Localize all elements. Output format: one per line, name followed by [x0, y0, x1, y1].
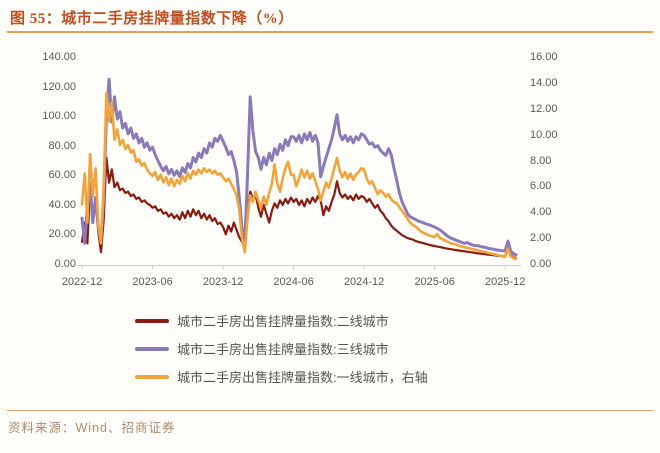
figure-title: 图 55：城市二手房挂牌量指数下降（%） [10, 11, 294, 27]
legend-item: 城市二手房出售挂牌量指数:二线城市 [135, 311, 428, 330]
x-axis-tick-label: 2023-12 [202, 276, 244, 288]
title-divider-rule [7, 31, 653, 33]
legend-item: 城市二手房出售挂牌量指数:一线城市，右轴 [135, 367, 428, 386]
x-axis-tick-label: 2024-12 [343, 276, 385, 288]
legend-label: 城市二手房出售挂牌量指数:一线城市，右轴 [177, 370, 428, 385]
legend-swatch [135, 346, 169, 351]
right-axis-tick-label: 12.00 [530, 102, 558, 115]
x-axis-tick-label: 2022-12 [61, 276, 103, 288]
legend-label: 城市二手房出售挂牌量指数:二线城市 [177, 314, 389, 329]
series-line [80, 91, 518, 261]
left-axis-tick-label: 60.00 [48, 169, 76, 182]
chart-legend: 城市二手房出售挂牌量指数:二线城市 城市二手房出售挂牌量指数:三线城市城市二手房出… [135, 311, 428, 386]
legend-item: 城市二手房出售挂牌量指数:三线城市 [135, 339, 428, 358]
right-axis-tick-label: 2.00 [530, 232, 552, 245]
right-axis-tick-label: 0.00 [530, 258, 552, 270]
right-axis-tick-label: 16.00 [530, 51, 558, 63]
series-line [80, 156, 518, 260]
series-line [80, 77, 518, 257]
right-axis-tick-label: 14.00 [530, 76, 558, 89]
right-axis-tick-label: 6.00 [530, 180, 552, 193]
right-axis-tick-label: 10.00 [530, 128, 558, 141]
legend-label: 城市二手房出售挂牌量指数:三线城市 [177, 342, 389, 357]
x-axis-line [78, 265, 521, 269]
legend-swatch [135, 318, 169, 323]
left-axis-tick-label: 80.00 [48, 139, 76, 152]
left-axis-tick-label: 140.00 [42, 51, 76, 63]
source-divider-rule [7, 410, 653, 411]
left-axis-tick-label: 120.00 [42, 80, 76, 93]
x-axis-tick-label: 2023-06 [132, 276, 173, 288]
left-axis-tick-label: 100.00 [42, 110, 76, 123]
legend-swatch [135, 374, 169, 379]
right-axis-tick-label: 8.00 [530, 154, 552, 167]
x-axis-tick-label: 2025-12 [484, 276, 526, 288]
right-axis-tick-label: 4.00 [530, 206, 552, 219]
left-axis-tick-label: 20.00 [48, 228, 76, 241]
x-axis-tick-label: 2025-06 [414, 276, 455, 288]
left-axis-tick-label: 40.00 [48, 198, 76, 211]
x-axis-tick-label: 2024-06 [273, 276, 314, 288]
source-note: 资料来源：Wind、招商证券 [8, 421, 176, 435]
left-axis-tick-label: 0.00 [54, 258, 76, 270]
